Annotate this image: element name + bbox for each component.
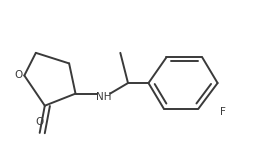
- Text: F: F: [220, 107, 226, 117]
- Text: NH: NH: [96, 92, 111, 102]
- Text: O: O: [36, 117, 44, 127]
- Text: O: O: [14, 71, 22, 80]
